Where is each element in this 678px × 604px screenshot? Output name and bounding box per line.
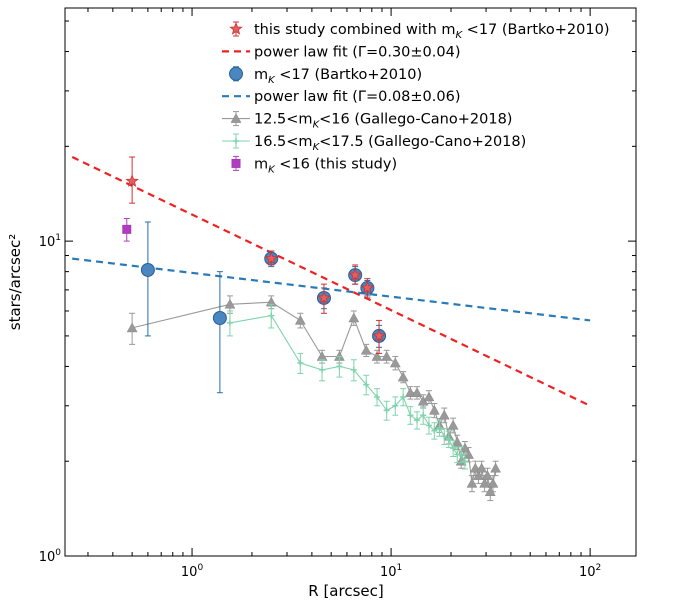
legend-label-fit2: power law fit (Γ=0.08±0.06) <box>254 89 461 105</box>
legend-item-bartko: mK <17 (Bartko+2010) <box>229 66 422 86</box>
point-gc125 <box>451 436 463 447</box>
legend-marker-bartko <box>229 66 243 81</box>
x-axis-label: R [arcsec] <box>308 582 383 600</box>
series-gc125 <box>126 295 502 502</box>
legend-marker-combined <box>229 21 243 35</box>
point-combined <box>317 290 331 304</box>
point-bartko <box>140 262 155 277</box>
point-gc125 <box>126 322 138 333</box>
legend-item-fit2: power law fit (Γ=0.08±0.06) <box>222 89 461 105</box>
y-tick-label: 101 <box>39 233 61 250</box>
legend-item-gc125: 12.5<mK<16 (Gallego-Cano+2018) <box>222 111 512 131</box>
point-gc165 <box>374 393 381 400</box>
point-gc125 <box>476 462 488 473</box>
legend-item-gc165: 16.5<mK<17.5 (Gallego-Cano+2018) <box>222 133 526 153</box>
point-combined <box>264 251 278 265</box>
legend-label-mk16: mK <16 (this study) <box>254 156 397 175</box>
point-gc125 <box>447 419 459 430</box>
point-gc125 <box>490 462 502 473</box>
legend-item-mk16: mK <16 (this study) <box>231 155 397 175</box>
point-gc125 <box>224 298 236 309</box>
point-gc125 <box>411 387 423 397</box>
series-line-gc125 <box>131 301 497 492</box>
x-tick-label: 100 <box>181 563 204 580</box>
point-combined <box>125 174 139 187</box>
point-gc125 <box>423 391 435 402</box>
point-combined <box>348 268 362 281</box>
point-gc125 <box>428 404 440 415</box>
point-gc125 <box>389 357 401 368</box>
point-gc165 <box>436 424 443 431</box>
legend-marker-mk16 <box>231 158 241 168</box>
point-gc165 <box>458 451 465 458</box>
point-gc165 <box>226 319 233 326</box>
series-combined <box>125 156 386 354</box>
fit-line-fit2 <box>72 257 591 322</box>
point-gc125 <box>360 344 372 355</box>
point-gc165 <box>420 412 427 419</box>
x-tick-label: 102 <box>579 563 601 580</box>
point-bartko <box>212 310 227 325</box>
point-gc165 <box>383 407 390 414</box>
legend-label-gc125: 12.5<mK<16 (Gallego-Cano+2018) <box>254 112 512 131</box>
point-gc165 <box>450 445 457 452</box>
point-gc125 <box>438 409 450 420</box>
x-tick-label: 101 <box>380 563 402 580</box>
point-gc125 <box>487 477 499 488</box>
point-gc125 <box>348 312 360 323</box>
series-fit2 <box>72 257 591 322</box>
legend-label-fit1: power law fit (Γ=0.30±0.04) <box>254 44 461 60</box>
point-gc125 <box>404 387 416 397</box>
point-gc165 <box>431 427 438 434</box>
legend-label-gc165: 16.5<mK<17.5 (Gallego-Cano+2018) <box>254 134 526 153</box>
point-gc165 <box>414 417 421 424</box>
y-axis-label: stars/arcsec² <box>6 234 24 331</box>
plot-frame <box>64 7 637 557</box>
y-tick-label: 100 <box>39 548 62 565</box>
point-gc165 <box>336 363 343 370</box>
point-gc165 <box>425 422 432 429</box>
point-gc165 <box>400 393 407 400</box>
axis-ticks: 100 101 102 100 101 <box>39 8 636 580</box>
point-gc165 <box>407 412 414 419</box>
legend: this study combined with mK <17 (Bartko+… <box>222 21 610 175</box>
point-gc165 <box>297 360 304 367</box>
plot-area <box>71 156 591 502</box>
point-gc125 <box>381 351 393 361</box>
point-gc125 <box>294 314 306 325</box>
series-gc165 <box>226 303 468 470</box>
point-gc165 <box>350 366 357 373</box>
point-combined <box>360 280 375 294</box>
legend-item-combined: this study combined with mK <17 (Bartko+… <box>229 21 610 41</box>
point-mk16 <box>122 224 132 234</box>
point-gc165 <box>319 366 326 373</box>
point-gc165 <box>363 381 370 388</box>
legend-label-combined: this study combined with mK <17 (Bartko+… <box>254 22 610 41</box>
series-bartko <box>140 221 387 394</box>
point-gc165 <box>445 436 452 443</box>
legend-marker-gc165 <box>233 138 239 144</box>
series-mk16 <box>122 217 132 242</box>
point-gc165 <box>461 458 468 465</box>
point-gc125 <box>466 477 478 488</box>
legend-marker-gc125 <box>230 113 242 123</box>
point-gc165 <box>392 402 399 409</box>
point-gc165 <box>268 312 275 319</box>
point-gc125 <box>397 371 409 382</box>
series-line-gc165 <box>229 314 466 462</box>
point-gc125 <box>371 351 383 361</box>
legend-item-fit1: power law fit (Γ=0.30±0.04) <box>222 44 461 60</box>
plot-content <box>71 156 591 502</box>
point-gc165 <box>441 433 448 440</box>
legend-label-bartko: mK <17 (Bartko+2010) <box>254 67 422 86</box>
point-combined <box>372 328 386 342</box>
